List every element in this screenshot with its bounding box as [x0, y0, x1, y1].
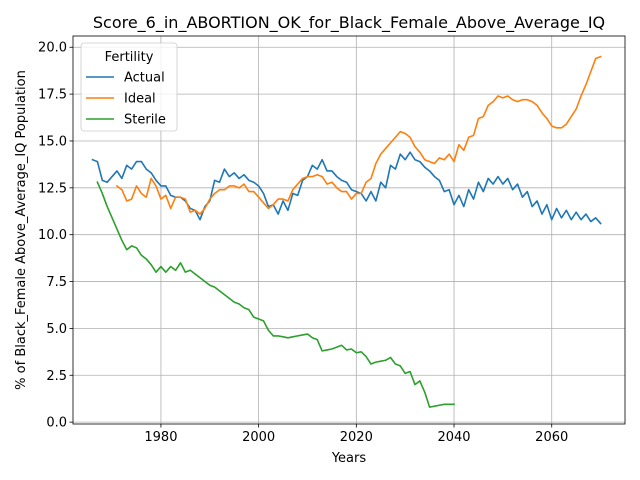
chart-title: Score_6_in_ABORTION_OK_for_Black_Female_…: [93, 13, 605, 33]
y-tick-label: 15.0: [38, 134, 67, 149]
x-tick-label: 2060: [535, 430, 568, 445]
legend-label-sterile: Sterile: [124, 113, 166, 128]
x-tick-label: 1980: [144, 430, 177, 445]
y-tick-label: 7.5: [46, 275, 67, 290]
legend-label-actual: Actual: [124, 71, 165, 86]
x-tick-label: 2020: [340, 430, 373, 445]
y-tick-label: 2.5: [46, 369, 67, 384]
y-tick-label: 5.0: [46, 322, 67, 337]
legend-title: Fertility: [105, 50, 154, 65]
series-lines: [91, 55, 602, 408]
x-axis-label: Years: [331, 451, 367, 466]
x-tick-label: 2000: [242, 430, 275, 445]
legend: Fertility Actual Ideal Sterile: [80, 42, 178, 132]
plot-frame: [72, 35, 626, 425]
legend-entries: Actual Ideal Sterile: [86, 71, 166, 128]
series-line-ideal: [115, 55, 602, 215]
y-tick-label: 17.5: [38, 88, 67, 103]
y-tick-label: 12.5: [38, 181, 67, 196]
legend-entry-sterile: Sterile: [86, 113, 166, 128]
y-axis-label: % of Black_Female Above_Average_IQ Popul…: [14, 70, 29, 390]
legend-entry-ideal: Ideal: [86, 92, 156, 107]
y-tick-label: 0.0: [46, 416, 67, 431]
y-axis-ticks: 0.0 2.5 5.0 7.5 10.0 12.5 15.0 17.5 20.0: [38, 41, 73, 431]
y-tick-label: 20.0: [38, 41, 67, 56]
x-tick-label: 2040: [437, 430, 470, 445]
legend-box: [80, 42, 178, 132]
legend-label-ideal: Ideal: [124, 92, 156, 107]
y-tick-label: 10.0: [38, 228, 67, 243]
series-line-sterile: [96, 181, 455, 408]
x-axis-ticks: 1980 2000 2020 2040 2060: [144, 424, 568, 445]
legend-entry-actual: Actual: [86, 71, 165, 86]
